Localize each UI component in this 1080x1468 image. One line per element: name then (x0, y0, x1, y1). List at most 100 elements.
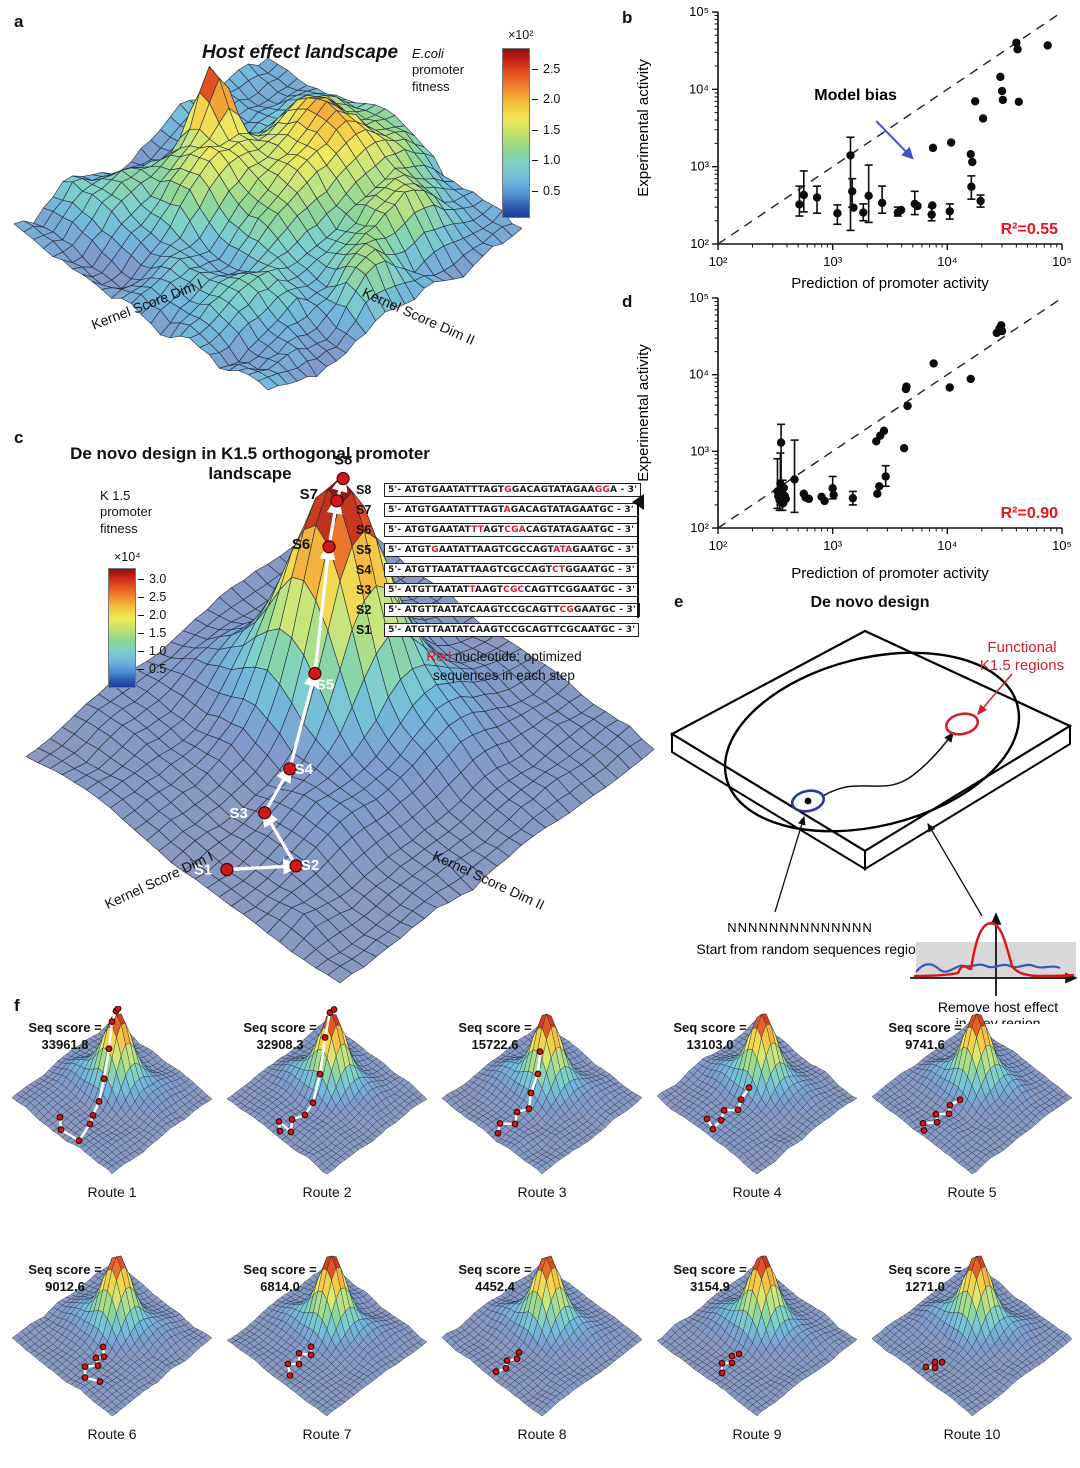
route-10-label: Route 10 (943, 1426, 1001, 1442)
route-path (703, 1084, 753, 1133)
red-nucleotide-legend: Red nucleotide: optimized sequences in e… (426, 649, 582, 683)
svg-text:10³: 10³ (823, 254, 842, 269)
route-3-panel: Seq score = 15722.6 Route 3 (436, 1006, 648, 1206)
route-2-panel: Seq score = 32908.3 Route 2 (221, 1006, 433, 1206)
route-point-label: S5 (316, 676, 334, 693)
svg-text:10⁵: 10⁵ (1052, 538, 1072, 553)
route-5-score: Seq score = 9741.6 (888, 1020, 962, 1052)
panel-a-colorbar-caption: E.coli promoter fitness (412, 46, 465, 94)
sequence-row: S4 5'- ATGTTAATATTAAGTCGCCAGTCTGGAATGC - … (356, 560, 641, 580)
route-2-label: Route 2 (302, 1184, 352, 1200)
panel-label-c: c (14, 428, 24, 447)
sequence-text: 5'- ATGTTAATATCAAGTCCGCAGTTCGGAATGC - 3' (384, 603, 640, 617)
sequence-id: S1 (356, 623, 372, 637)
sequence-id: S8 (356, 483, 372, 497)
sequence-text: 5'- ATGTTAATATTAAGTCGCCAGTCTGGAATGC - 3' (384, 563, 639, 577)
sequence-id: S4 (356, 563, 372, 577)
surface-mesh (11, 1013, 213, 1175)
start-pointer-arrow (774, 815, 806, 913)
x-axis-label: Prediction of promoter activity (791, 565, 989, 582)
route-6-score: Seq score = 9012.6 (28, 1262, 102, 1294)
route-7-label: Route 7 (302, 1426, 352, 1442)
sequence-row: S8 5'- ATGTGAATATTTAGTGGACAGTATAGAAGGA - … (356, 480, 642, 500)
grey-region-pointer-arrow (927, 822, 983, 917)
svg-text:10⁴: 10⁴ (689, 367, 709, 382)
panel-label-a: a (14, 12, 24, 31)
random-start-dot (804, 797, 812, 805)
route-7-panel: Seq score = 6814.0 Route 7 (221, 1248, 433, 1448)
panel-a-colorbar-gradient (502, 48, 530, 218)
route-8-surface-plot (441, 1255, 643, 1417)
panel-c-colorbar-gradient (108, 568, 136, 688)
design-schematic: Functional K1.5 regions NNNNNNNNNNNNNN S… (669, 629, 1078, 1024)
route-2-score: Seq score = 32908.3 (243, 1020, 317, 1052)
x-axis-label: Prediction of promoter activity (791, 275, 989, 292)
panel-a-colorbar: E.coli promoter fitness ×10² 2.5 2.0 1.5… (412, 28, 582, 226)
sequence-text: 5'- ATGTGAATATTTAGTGGACAGTATAGAAGGA - 3' (384, 483, 642, 497)
sequence-row: S1 5'- ATGTTAATATCAAGTCCGCAGTTCGCAATGC - … (356, 620, 641, 640)
sequence-row: S2 5'- ATGTTAATATCAAGTCCGCAGTTCGGAATGC - … (356, 600, 641, 620)
route-5-label: Route 5 (947, 1184, 997, 1200)
functional-label-line2: K1.5 regions (980, 657, 1064, 674)
functional-pointer-line (977, 673, 1013, 716)
sequence-id: S5 (356, 543, 372, 557)
sequence-text: 5'- ATGTGAATATTTAGTAGACAGTATAGAATGC - 3' (384, 503, 638, 517)
sequence-text: 5'- ATGTTAATATTAAGTCGCCAGTTCGGAATGC - 3' (384, 583, 640, 597)
sequence-space-ellipse (723, 651, 1021, 833)
identity-line (717, 297, 1063, 529)
svg-text:10²: 10² (709, 254, 728, 269)
route-point-label: S1 (194, 862, 212, 879)
host-effect-surface-plot (13, 57, 523, 391)
route-6-panel: Seq score = 9012.6 Route 6 (6, 1248, 218, 1448)
panel-c-colorbar: K 1.5 promoter fitness ×10⁴ 3.0 2.5 2.0 … (100, 488, 230, 698)
r-squared-label: R²=0.90 (1001, 505, 1058, 522)
route-9-score: Seq score = 3154.9 (673, 1262, 747, 1294)
sequence-row: S5 5'- ATGTGAATATTAAGTCGCCAGTATAGAATGC - … (356, 540, 641, 560)
surface-mesh (656, 1013, 858, 1175)
surface-mesh (871, 1013, 1073, 1175)
model-bias-arrow (875, 120, 914, 160)
route-path (919, 1096, 964, 1134)
route-9-label: Route 9 (732, 1426, 782, 1442)
sequence-text: 5'- ATGTGAATATTTAGTCGACAGTATAGAATGC - 3' (384, 523, 639, 537)
panel-a-title: Host effect landscape (201, 42, 399, 63)
k15-fitness-curve (913, 921, 1075, 978)
route-4-panel: Seq score = 13103.0 Route 4 (651, 1006, 863, 1206)
route-path (275, 1006, 338, 1136)
svg-text:10³: 10³ (690, 159, 709, 174)
route-3-score: Seq score = 15722.6 (458, 1020, 532, 1052)
route-9-panel: Seq score = 3154.9 Route 9 (651, 1248, 863, 1448)
route-4-score: Seq score = 13103.0 (673, 1020, 747, 1052)
panel-label-d: d (622, 292, 633, 311)
route-point-label: S4 (295, 761, 314, 778)
svg-text:10⁵: 10⁵ (1052, 254, 1072, 269)
y-axis-label: Experimental activity (635, 344, 652, 482)
route-10-surface-plot (871, 1255, 1073, 1417)
surface-mesh (13, 57, 523, 391)
svg-text:10²: 10² (690, 520, 709, 535)
route-path (718, 1350, 743, 1377)
route-4-label: Route 4 (732, 1184, 782, 1200)
route-1-label: Route 1 (87, 1184, 137, 1200)
de-novo-design-diagram: De novo design Functional K1.5 regions N… (660, 594, 1080, 1024)
route-5-surface-plot (871, 1013, 1073, 1175)
start-region-label: Start from random sequences region (696, 941, 923, 957)
sequence-id: S6 (356, 523, 372, 537)
route-4-surface-plot (656, 1013, 858, 1175)
route-path (81, 1343, 108, 1385)
svg-text:10⁴: 10⁴ (937, 538, 957, 553)
design-path-curve (822, 731, 954, 797)
route-7-surface-plot (226, 1255, 428, 1417)
surface-mesh (226, 1255, 428, 1417)
route-6-surface-plot (11, 1255, 213, 1417)
svg-text:10⁴: 10⁴ (937, 254, 957, 269)
route-8-panel: Seq score = 4452.4 Route 8 (436, 1248, 648, 1448)
route-point-label: S6 (292, 536, 310, 553)
sequence-id: S7 (356, 503, 372, 517)
grey-region-label-line2: in grey region (956, 1015, 1041, 1024)
random-start-circle (790, 789, 826, 813)
surface-mesh (441, 1255, 643, 1417)
